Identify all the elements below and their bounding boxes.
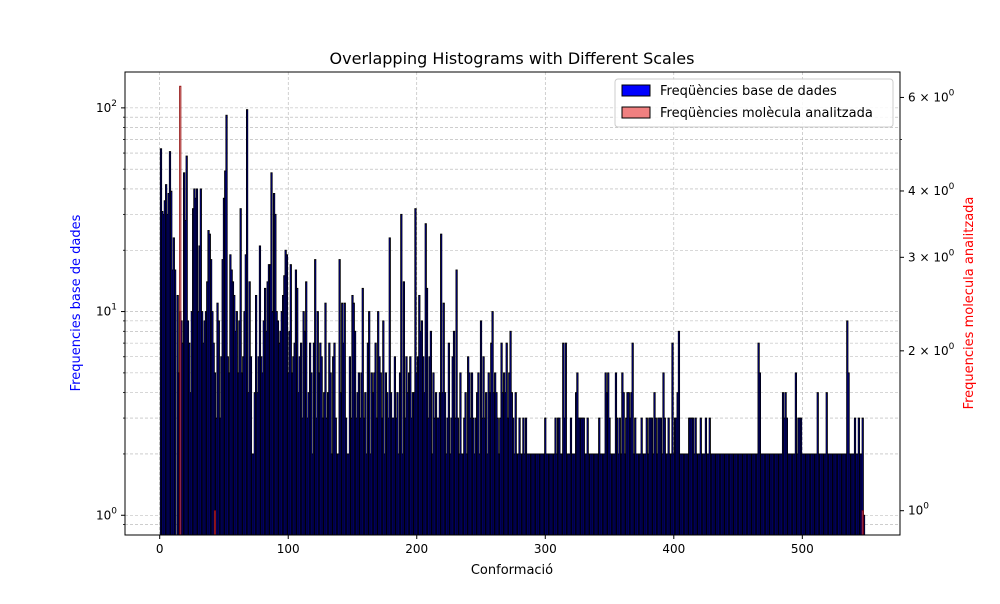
legend-box xyxy=(614,78,894,128)
left-tick-label: 102 xyxy=(96,99,117,115)
right-tick-label: 3 × 100 xyxy=(908,248,955,264)
left-tick-label: 101 xyxy=(96,303,117,319)
legend-label-molecule: Freqüències molècula analitzada xyxy=(660,106,873,121)
x-tick-label: 500 xyxy=(791,542,814,556)
bar-molecule xyxy=(213,510,217,536)
x-tick-label: 300 xyxy=(534,542,557,556)
x-tick-label: 100 xyxy=(277,542,300,556)
right-tick-label: 100 xyxy=(908,502,929,518)
chart-title: Overlapping Histograms with Different Sc… xyxy=(330,49,695,68)
bar-molecule xyxy=(179,85,182,536)
x-axis-ticks: 0 100 200 300 400 500 xyxy=(156,535,814,556)
plot-frame xyxy=(124,71,901,536)
right-axis-ticks: 100 2 × 100 3 × 100 4 × 100 6 × 100 xyxy=(900,88,955,518)
legend-swatch-molecule xyxy=(621,106,651,119)
bar-db xyxy=(174,269,177,536)
left-axis-ticks: 100 101 102 xyxy=(96,99,125,525)
x-axis-label: Conformació xyxy=(471,563,553,578)
right-axis-label: Frequencies molecula analitzada xyxy=(962,197,977,410)
series-db-bars xyxy=(159,109,866,536)
legend-label-db: Freqüències base de dades xyxy=(660,84,837,99)
bar-molecule xyxy=(861,510,864,536)
right-tick-label: 2 × 100 xyxy=(908,342,955,358)
x-tick-label: 0 xyxy=(156,542,164,556)
x-tick-label: 400 xyxy=(662,542,685,556)
legend-swatch-db xyxy=(621,84,651,97)
right-tick-label: 6 × 100 xyxy=(908,88,955,104)
legend: Freqüències base de dades Freqüències mo… xyxy=(614,78,894,128)
right-tick-label: 4 × 100 xyxy=(908,182,955,198)
left-axis-label: Frequencies base de dades xyxy=(69,214,84,391)
x-tick-label: 200 xyxy=(405,542,428,556)
left-tick-label: 100 xyxy=(96,506,117,522)
